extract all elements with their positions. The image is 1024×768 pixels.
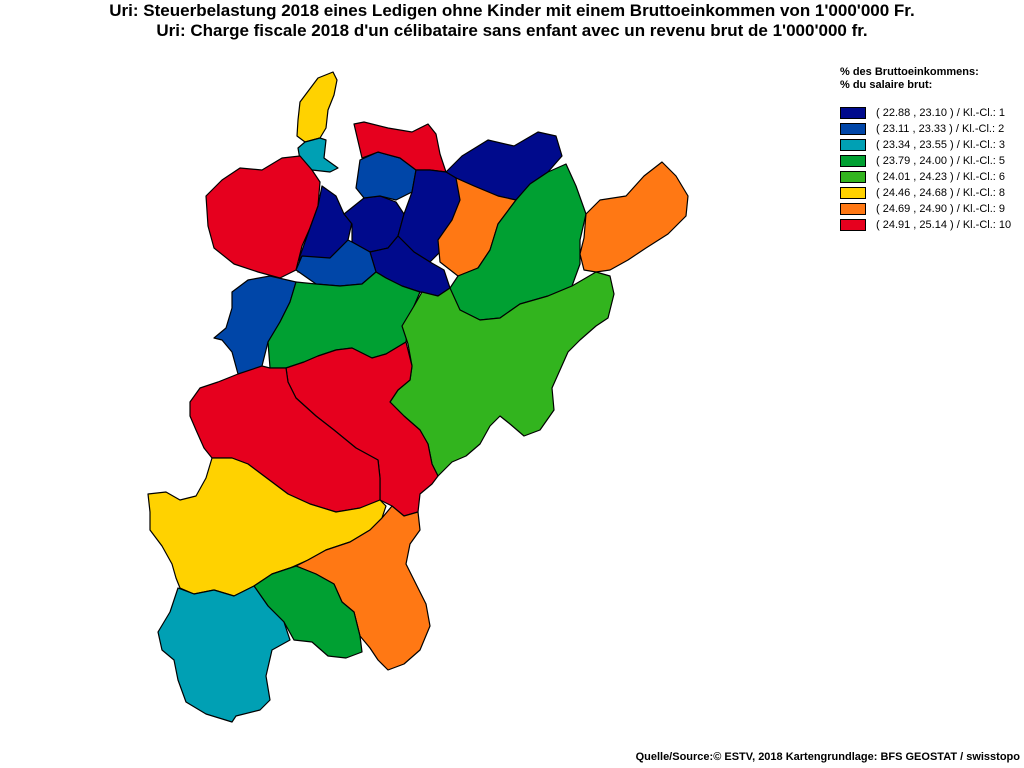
- legend-heading-de: % des Bruttoeinkommens:: [840, 66, 979, 78]
- legend-item: ( 24.91 , 25.14 ) / Kl.-Cl.: 10: [840, 219, 1024, 233]
- legend-label: ( 22.88 , 23.10 ) / Kl.-Cl.: 1: [876, 107, 1006, 119]
- legend-swatch: [840, 155, 866, 167]
- legend-item: ( 24.69 , 24.90 ) / Kl.-Cl.: 9: [840, 203, 1024, 217]
- legend-swatch: [840, 219, 866, 231]
- legend-heading-fr: % du salaire brut:: [840, 79, 933, 91]
- legend-item: ( 23.79 , 24.00 ) / Kl.-Cl.: 5: [840, 155, 1024, 169]
- legend-label: ( 24.01 , 24.23 ) / Kl.-Cl.: 6: [876, 171, 1006, 183]
- source-credit: Quelle/Source:© ESTV, 2018 Kartengrundla…: [635, 751, 1020, 763]
- legend-swatch: [840, 107, 866, 119]
- legend-item: ( 23.11 , 23.33 ) / Kl.-Cl.: 2: [840, 123, 1024, 137]
- legend-swatch: [840, 123, 866, 135]
- legend-swatch: [840, 203, 866, 215]
- legend-item: ( 23.34 , 23.55 ) / Kl.-Cl.: 3: [840, 139, 1024, 153]
- legend-label: ( 24.91 , 25.14 ) / Kl.-Cl.: 10: [876, 219, 1012, 231]
- legend-label: ( 23.79 , 24.00 ) / Kl.-Cl.: 5: [876, 155, 1006, 167]
- legend-item: ( 22.88 , 23.10 ) / Kl.-Cl.: 1: [840, 107, 1024, 121]
- legend-item: ( 24.46 , 24.68 ) / Kl.-Cl.: 8: [840, 187, 1024, 201]
- legend-label: ( 24.69 , 24.90 ) / Kl.-Cl.: 9: [876, 203, 1006, 215]
- legend-label: ( 23.11 , 23.33 ) / Kl.-Cl.: 2: [876, 123, 1005, 135]
- legend-item: ( 24.01 , 24.23 ) / Kl.-Cl.: 6: [840, 171, 1024, 185]
- map-title-fr: Uri: Charge fiscale 2018 d'un célibatair…: [156, 21, 868, 40]
- municipality-region: [295, 505, 431, 671]
- municipality-region: [296, 71, 338, 143]
- legend-swatch: [840, 187, 866, 199]
- legend-swatch: [840, 171, 866, 183]
- municipality-region: [353, 121, 447, 173]
- map-title-de: Uri: Steuerbelastung 2018 eines Ledigen …: [109, 1, 915, 20]
- legend-label: ( 23.34 , 23.55 ) / Kl.-Cl.: 3: [876, 139, 1006, 151]
- legend-label: ( 24.46 , 24.68 ) / Kl.-Cl.: 8: [876, 187, 1006, 199]
- municipality-region: [157, 585, 291, 723]
- municipality-region: [579, 161, 689, 273]
- legend-swatch: [840, 139, 866, 151]
- municipality-region: [253, 565, 363, 659]
